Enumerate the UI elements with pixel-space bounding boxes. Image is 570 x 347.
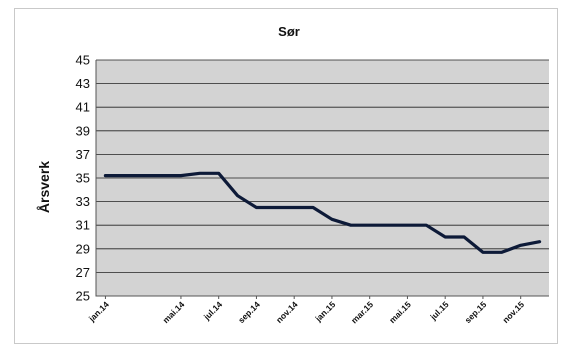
data-point bbox=[331, 218, 333, 221]
x-axis-ticks: jan.14 mai.14 jul.14 sep.14 nov.14 jan.15 mar.… bbox=[86, 296, 526, 325]
data-point bbox=[368, 224, 371, 226]
y-tick-label: 41 bbox=[76, 100, 90, 115]
data-point bbox=[538, 240, 541, 243]
y-tick-label: 39 bbox=[76, 123, 90, 138]
y-tick-label: 45 bbox=[76, 53, 90, 68]
x-tick-label: jan.15 bbox=[313, 299, 338, 324]
data-point bbox=[425, 224, 428, 226]
x-tick-label: mai.14 bbox=[161, 299, 187, 325]
y-tick-label: 25 bbox=[76, 289, 90, 304]
x-tick-label: mai.15 bbox=[387, 299, 413, 325]
x-tick-label: jul.14 bbox=[201, 299, 224, 322]
y-tick-label: 33 bbox=[76, 194, 90, 209]
line-chart: Sør Årsverk 25 27 29 31 33 35 37 39 41 43 45 jan.1… bbox=[36, 24, 549, 325]
data-point bbox=[501, 251, 503, 254]
data-point bbox=[274, 206, 277, 209]
data-point bbox=[123, 174, 126, 177]
chart-frame: Sør Årsverk 25 27 29 31 33 35 37 39 41 43 45 jan.1… bbox=[14, 8, 558, 344]
x-tick-label: mar.15 bbox=[349, 299, 375, 325]
y-tick-label: 31 bbox=[76, 218, 90, 233]
x-tick-label: nov.15 bbox=[500, 299, 526, 325]
x-tick-label: jul.15 bbox=[427, 299, 450, 322]
data-point bbox=[236, 194, 239, 197]
series-line bbox=[103, 171, 542, 254]
y-tick-label: 27 bbox=[76, 265, 90, 280]
data-point bbox=[293, 206, 295, 209]
data-point bbox=[104, 174, 107, 177]
data-point bbox=[444, 236, 446, 238]
data-point bbox=[142, 174, 144, 177]
data-point bbox=[463, 236, 465, 238]
data-point bbox=[161, 174, 163, 177]
y-tick-label: 37 bbox=[76, 147, 90, 162]
chart-title: Sør bbox=[278, 24, 300, 39]
x-tick-label: nov.14 bbox=[274, 299, 300, 325]
y-axis-label: Årsverk bbox=[36, 161, 52, 213]
axis-lines bbox=[95, 60, 549, 297]
data-point bbox=[199, 172, 201, 175]
data-point bbox=[255, 206, 258, 209]
data-point bbox=[180, 174, 182, 177]
data-point bbox=[519, 244, 522, 247]
data-point bbox=[387, 224, 390, 226]
y-tick-label: 29 bbox=[76, 241, 90, 256]
series-group bbox=[103, 171, 542, 254]
data-point bbox=[406, 224, 409, 226]
y-tick-label: 35 bbox=[76, 171, 90, 186]
data-point bbox=[482, 251, 484, 254]
x-tick-label: sep.14 bbox=[236, 299, 262, 325]
data-point bbox=[350, 224, 352, 226]
data-point bbox=[217, 172, 220, 175]
data-point bbox=[312, 206, 314, 209]
grid-lines bbox=[95, 59, 549, 297]
x-tick-label: sep.15 bbox=[463, 299, 489, 325]
y-tick-label: 43 bbox=[76, 76, 90, 91]
y-axis-ticks: 25 27 29 31 33 35 37 39 41 43 45 bbox=[76, 53, 90, 304]
